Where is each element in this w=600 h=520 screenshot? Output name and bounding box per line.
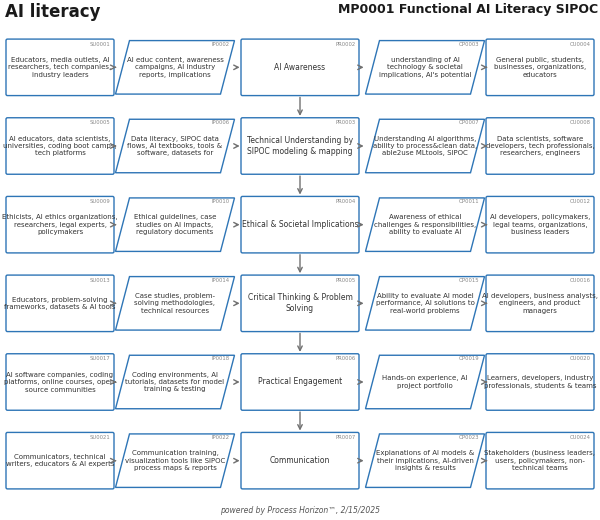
FancyBboxPatch shape [486,275,594,332]
Text: SU0021: SU0021 [90,435,110,440]
Polygon shape [115,198,235,251]
FancyBboxPatch shape [486,354,594,410]
Text: OP0023: OP0023 [459,435,479,440]
Text: AI developers, policymakers,
legal teams, organizations,
business leaders: AI developers, policymakers, legal teams… [490,214,590,235]
Polygon shape [365,41,485,94]
FancyBboxPatch shape [486,197,594,253]
FancyBboxPatch shape [241,39,359,96]
Text: Data literacy, SIPOC data
flows, AI textbooks, tools &
software, datasets for: Data literacy, SIPOC data flows, AI text… [127,136,223,157]
Text: AI software companies, coding
platforms, online courses, open-
source communitie: AI software companies, coding platforms,… [4,371,116,393]
Text: Ethicists, AI ethics organizations,
researchers, legal experts,
policymakers: Ethicists, AI ethics organizations, rese… [2,214,118,235]
Text: Stakeholders (business leaders,
users, policymakers, non-
technical teams: Stakeholders (business leaders, users, p… [485,450,595,472]
Polygon shape [365,277,485,330]
FancyBboxPatch shape [241,433,359,489]
Text: Explanations of AI models &
their implications, AI-driven
insights & results: Explanations of AI models & their implic… [376,450,474,471]
Text: CU0024: CU0024 [569,435,590,440]
Text: CU0016: CU0016 [569,278,590,282]
Text: General public, students,
businesses, organizations,
educators: General public, students, businesses, or… [494,57,586,78]
FancyBboxPatch shape [6,354,114,410]
Polygon shape [115,355,235,409]
Text: MP0001 Functional AI Literacy SIPOC: MP0001 Functional AI Literacy SIPOC [338,3,598,16]
Text: PR0006: PR0006 [335,356,355,361]
Text: IP0014: IP0014 [211,278,230,282]
Text: SU0009: SU0009 [90,199,110,204]
Text: Awareness of ethical
challenges & responsibilities,
ability to evaluate AI: Awareness of ethical challenges & respon… [374,214,476,235]
Text: PR0002: PR0002 [335,42,355,47]
Text: SU0017: SU0017 [90,356,110,361]
Text: Ability to evaluate AI model
performance, AI solutions to
real-world problems: Ability to evaluate AI model performance… [376,293,475,314]
Text: IP0006: IP0006 [211,120,230,125]
Text: PR0003: PR0003 [335,120,355,125]
FancyBboxPatch shape [241,118,359,174]
Text: CU0020: CU0020 [569,356,590,361]
Text: OP0015: OP0015 [459,278,479,282]
Text: Case studies, problem-
solving methodologies,
technical resources: Case studies, problem- solving methodolo… [134,293,215,314]
Text: CU0008: CU0008 [569,120,590,125]
Text: powered by Process Horizon™, 2/15/2025: powered by Process Horizon™, 2/15/2025 [220,506,380,515]
Text: Educators, media outlets, AI
researchers, tech companies,
industry leaders: Educators, media outlets, AI researchers… [8,57,112,78]
Text: AI Awareness: AI Awareness [274,63,326,72]
FancyBboxPatch shape [241,275,359,332]
Text: AI educ content, awareness
campaigns, AI industry
reports, implications: AI educ content, awareness campaigns, AI… [127,57,223,78]
FancyBboxPatch shape [6,197,114,253]
Text: Ethical guidelines, case
studies on AI impacts,
regulatory documents: Ethical guidelines, case studies on AI i… [134,214,216,235]
FancyBboxPatch shape [6,118,114,174]
Text: AI literacy: AI literacy [5,3,101,21]
Text: SU0005: SU0005 [90,120,110,125]
Text: Understanding AI algorithms,
ability to process&clean data,
able2use MLtools, SI: Understanding AI algorithms, ability to … [373,136,477,157]
Text: Ethical & Societal Implications: Ethical & Societal Implications [242,220,358,229]
Text: Learners, developers, industry
professionals, students & teams: Learners, developers, industry professio… [484,375,596,389]
Text: IP0002: IP0002 [211,42,230,47]
Polygon shape [365,355,485,409]
Text: Communicators, technical
writers, educators & AI experts: Communicators, technical writers, educat… [6,454,114,467]
Text: understanding of AI
technology & societal
implications, AI's potential: understanding of AI technology & societa… [379,57,471,78]
Text: Educators, problem-solving
frameworks, datasets & AI tools: Educators, problem-solving frameworks, d… [4,296,116,310]
FancyBboxPatch shape [486,39,594,96]
Polygon shape [365,434,485,487]
Text: PR0004: PR0004 [335,199,355,204]
Polygon shape [115,277,235,330]
Polygon shape [115,119,235,173]
Text: Technical Understanding by
SIPOC modeling & mapping: Technical Understanding by SIPOC modelin… [247,136,353,156]
Polygon shape [365,119,485,173]
Polygon shape [365,198,485,251]
Text: OP0019: OP0019 [459,356,479,361]
Text: PR0007: PR0007 [335,435,355,440]
Text: SU0001: SU0001 [90,42,110,47]
FancyBboxPatch shape [6,433,114,489]
FancyBboxPatch shape [6,39,114,96]
FancyBboxPatch shape [241,354,359,410]
Text: IP0022: IP0022 [211,435,230,440]
Text: CU0004: CU0004 [569,42,590,47]
Text: Data scientists, software
developers, tech professionals,
researchers, engineers: Data scientists, software developers, te… [485,136,595,157]
Text: Hands-on experience, AI
project portfolio: Hands-on experience, AI project portfoli… [382,375,468,389]
Polygon shape [115,41,235,94]
FancyBboxPatch shape [486,118,594,174]
Text: Communication training,
visualization tools like SIPOC
process maps & reports: Communication training, visualization to… [125,450,225,471]
Text: Practical Engagement: Practical Engagement [258,378,342,386]
Text: IP0018: IP0018 [211,356,230,361]
FancyBboxPatch shape [486,433,594,489]
Text: Communication: Communication [270,456,330,465]
Text: Coding environments, AI
tutorials, datasets for model
training & testing: Coding environments, AI tutorials, datas… [125,371,224,393]
Text: OP0007: OP0007 [459,120,479,125]
Text: CU0012: CU0012 [569,199,590,204]
FancyBboxPatch shape [241,197,359,253]
FancyBboxPatch shape [6,275,114,332]
Text: OP0003: OP0003 [459,42,479,47]
Text: SU0013: SU0013 [90,278,110,282]
Text: AI educators, data scientists,
universities, coding boot camps,
tech platforms: AI educators, data scientists, universit… [3,136,117,157]
Text: PR0005: PR0005 [335,278,355,282]
Text: OP0011: OP0011 [459,199,479,204]
Text: AI developers, business analysts,
engineers, and product
managers: AI developers, business analysts, engine… [482,293,598,314]
Text: IP0010: IP0010 [211,199,230,204]
Text: Critical Thinking & Problem
Solving: Critical Thinking & Problem Solving [248,293,352,314]
Polygon shape [115,434,235,487]
